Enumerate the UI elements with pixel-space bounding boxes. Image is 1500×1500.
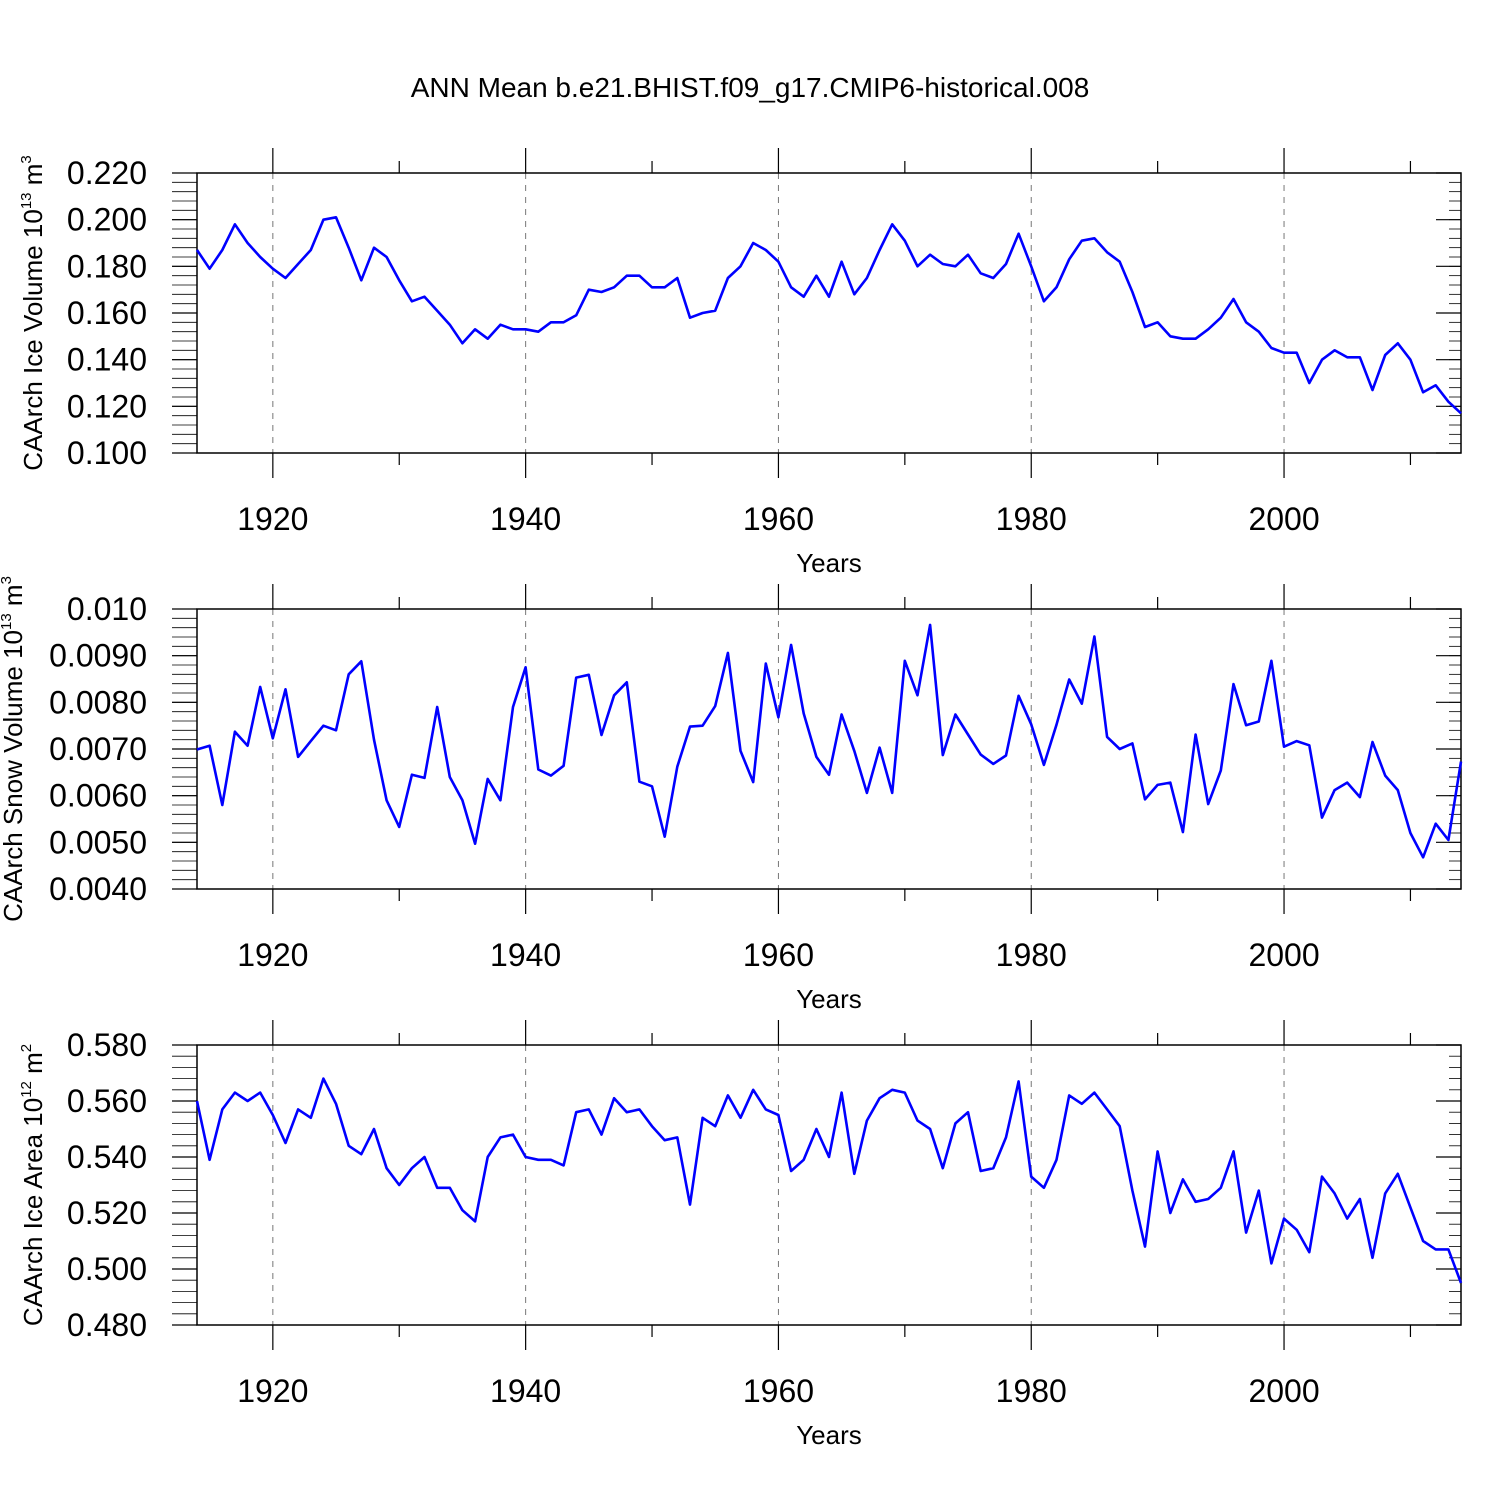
series-line-snow-volume: [196, 623, 1463, 859]
x-tick-label: 1920: [237, 501, 308, 537]
x-tick-label: 2000: [1248, 501, 1319, 537]
plot-frame: [196, 1044, 1462, 1326]
y-tick-label: 0.220: [67, 155, 147, 191]
chart-panel-ice-volume: 0.100 0.120 0.140 0.160 0.180 0.200 0.220 1920 1…: [18, 148, 1462, 578]
x-tick-label: 1980: [996, 937, 1067, 973]
x-tick-label: 1960: [743, 501, 814, 537]
y-tick-label: 0.0070: [49, 731, 147, 767]
y-tick-label: 0.0040: [49, 871, 147, 907]
plot-frame: [196, 172, 1462, 454]
x-tick-label: 2000: [1248, 937, 1319, 973]
y-tick-label: 0.560: [67, 1083, 147, 1119]
y-tick-label: 0.160: [67, 295, 147, 331]
x-tick-label: 1940: [490, 1373, 561, 1409]
y-axis-title-exponent: 13: [0, 613, 15, 630]
y-axis-title: CAArch Ice Area 1012 m2: [18, 1044, 48, 1326]
x-tick-label: 1960: [743, 937, 814, 973]
series-line-ice-volume: [195, 216, 1462, 415]
chart-panel-snow-volume: 0.0040 0.0050 0.0060 0.0070 0.0080 0.0090 0.01…: [0, 576, 1463, 1014]
y-tick-label: 0.520: [67, 1195, 147, 1231]
y-tick-label: 0.0090: [49, 638, 147, 674]
y-axis-title-unit-exponent: 3: [18, 155, 35, 163]
x-tick-label: 1980: [996, 1373, 1067, 1409]
y-tick-label: 0.0050: [49, 824, 147, 860]
x-tick-label: 1960: [743, 1373, 814, 1409]
y-tick-label: 0.540: [67, 1139, 147, 1175]
x-tick-label: 1980: [996, 501, 1067, 537]
figure-title: ANN Mean b.e21.BHIST.f09_g17.CMIP6-histo…: [410, 72, 1090, 103]
y-tick-label: 0.0080: [49, 684, 147, 720]
x-tick-label: 1920: [237, 937, 308, 973]
chart-panel-ice-area: 0.480 0.500 0.520 0.540 0.560 0.580 1920 1940 19…: [18, 1020, 1463, 1450]
y-axis-title-unit: m: [0, 584, 28, 613]
plot-frame: [196, 608, 1462, 890]
y-tick-label: 0.100: [67, 435, 147, 471]
x-tick-label: 1920: [237, 1373, 308, 1409]
y-axis-title-exponent: 13: [18, 192, 35, 209]
x-axis-title: Years: [796, 1420, 862, 1450]
x-tick-label: 2000: [1248, 1373, 1319, 1409]
x-tick-label: 1940: [490, 501, 561, 537]
y-tick-label: 0.180: [67, 248, 147, 284]
y-axis-title-exponent: 12: [18, 1081, 35, 1098]
y-tick-label: 0.480: [67, 1307, 147, 1343]
y-axis-title-text: CAArch Snow Volume 10: [0, 630, 28, 922]
y-tick-label: 0.120: [67, 388, 147, 424]
y-tick-label: 0.200: [67, 202, 147, 238]
y-axis-title-unit: m: [18, 164, 48, 193]
x-axis-title: Years: [796, 984, 862, 1014]
y-tick-label: 0.0060: [49, 778, 147, 814]
y-tick-label: 0.010: [67, 591, 147, 627]
y-axis-title-unit: m: [18, 1052, 48, 1081]
y-tick-label: 0.140: [67, 342, 147, 378]
y-tick-label: 0.580: [67, 1027, 147, 1063]
series-line-ice-area: [195, 1077, 1463, 1284]
y-axis-title: CAArch Ice Volume 1013 m3: [18, 155, 48, 471]
x-tick-label: 1940: [490, 937, 561, 973]
y-axis-title-text: CAArch Ice Volume 10: [18, 209, 48, 471]
y-tick-label: 0.500: [67, 1251, 147, 1287]
y-axis-title: CAArch Snow Volume 1013 m3: [0, 576, 28, 922]
y-axis-title-text: CAArch Ice Area 10: [18, 1098, 48, 1326]
y-axis-title-unit-exponent: 3: [0, 576, 15, 584]
y-axis-title-unit-exponent: 2: [18, 1044, 35, 1052]
x-axis-title: Years: [796, 548, 862, 578]
